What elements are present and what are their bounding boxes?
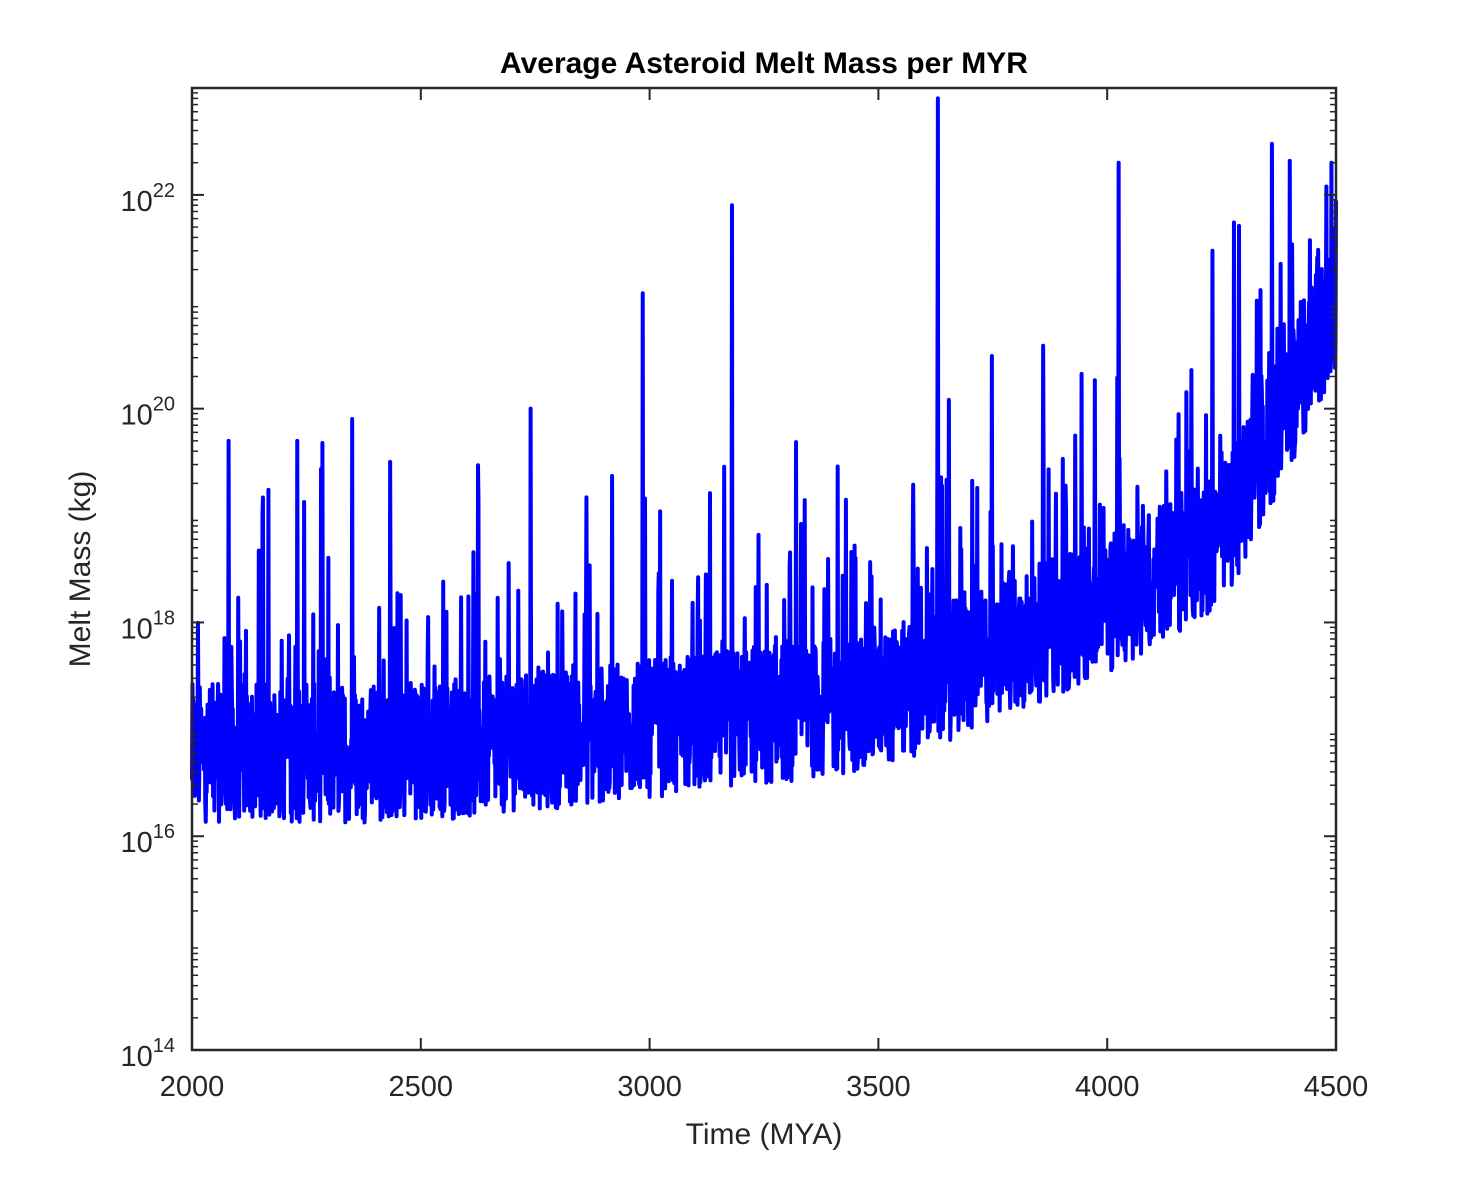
x-tick-label: 3000 <box>617 1071 682 1103</box>
x-tick-label: 3500 <box>846 1071 911 1103</box>
y-axis-label: Melt Mass (kg) <box>64 471 97 668</box>
x-tick-label: 4500 <box>1304 1071 1369 1103</box>
chart-title: Average Asteroid Melt Mass per MYR <box>500 47 1028 80</box>
data-layer <box>190 96 1338 825</box>
x-tick-label: 2000 <box>160 1071 225 1103</box>
ticks-layer: 2000 2500 3000 3500 4000 4500 1014 1016 1018 1020… <box>120 88 1368 1103</box>
y-tick-label: 1018 <box>120 607 175 645</box>
plot-frame <box>190 86 1338 1052</box>
x-tick-label: 2500 <box>389 1071 454 1103</box>
y-tick-label: 1022 <box>120 180 175 218</box>
y-tick-label: 1014 <box>120 1035 175 1073</box>
y-tick-label: 1020 <box>120 394 175 432</box>
x-axis-label: Time (MYA) <box>686 1118 843 1151</box>
y-tick-label: 1016 <box>120 821 175 859</box>
series-line <box>190 96 1338 825</box>
x-tick-label: 4000 <box>1075 1071 1140 1103</box>
